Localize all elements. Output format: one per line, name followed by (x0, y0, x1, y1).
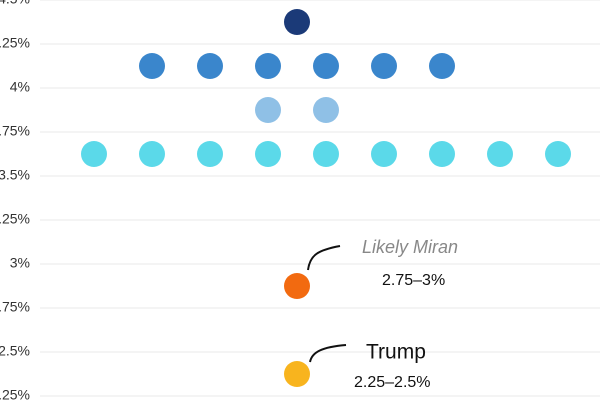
dot (255, 141, 281, 167)
dot (313, 97, 339, 123)
y-tick-label: 3.75% (0, 123, 30, 139)
dot (284, 361, 310, 387)
dot (371, 141, 397, 167)
dot (313, 141, 339, 167)
dot (197, 141, 223, 167)
dot (429, 141, 455, 167)
y-tick-label: 2.25% (0, 387, 30, 400)
dot (545, 141, 571, 167)
annotation-title: Trump (366, 341, 426, 364)
dot (139, 53, 165, 79)
dot (284, 273, 310, 299)
annotation-range: 2.75–3% (382, 272, 445, 289)
dot (255, 53, 281, 79)
dot (284, 9, 310, 35)
callout-line (309, 344, 347, 363)
y-tick-label: 4.25% (0, 35, 30, 51)
y-tick-label: 2.5% (0, 343, 30, 359)
y-tick-label: 2.75% (0, 299, 30, 315)
annotation-title: Likely Miran (362, 237, 458, 257)
dot (313, 53, 339, 79)
dot (487, 141, 513, 167)
dot (371, 53, 397, 79)
annotation-range: 2.25–2.5% (354, 374, 431, 391)
dot (255, 97, 281, 123)
dot (429, 53, 455, 79)
dot (81, 141, 107, 167)
y-tick-label: 4% (10, 79, 30, 95)
y-tick-label: 3.5% (0, 167, 30, 183)
y-tick-label: 4.5% (0, 0, 30, 7)
y-tick-label: 3.25% (0, 211, 30, 227)
callout-line (307, 245, 341, 271)
dot (197, 53, 223, 79)
dot (139, 141, 165, 167)
y-tick-label: 3% (10, 255, 30, 271)
